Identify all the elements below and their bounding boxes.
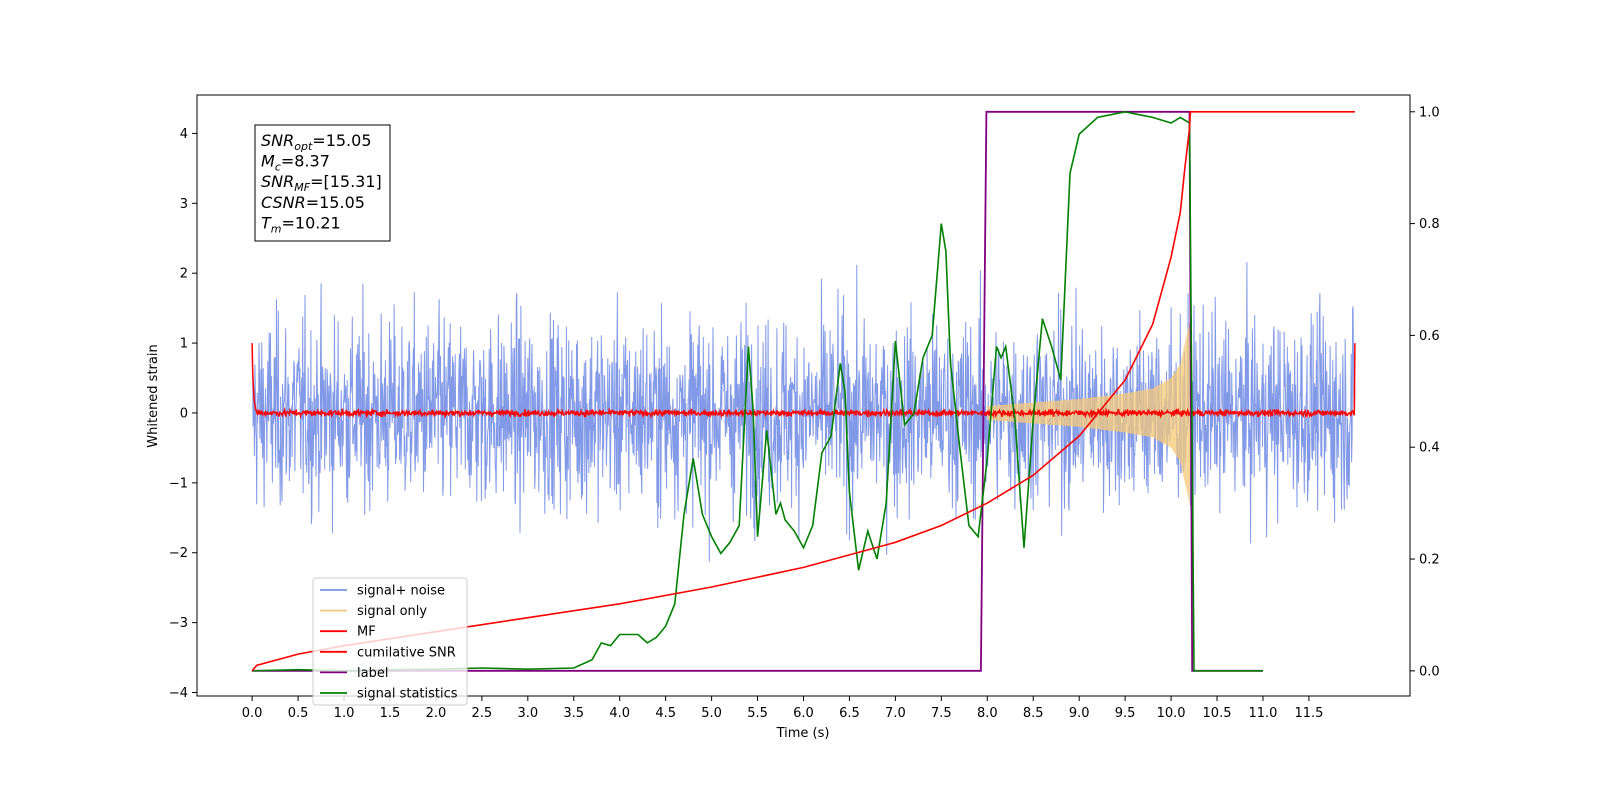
y-right-tick-label: 1.0 [1419, 105, 1440, 120]
stats-annotation-frame [254, 124, 391, 242]
y-tick-label: −2 [169, 546, 188, 561]
y-right-tick-label: 0.2 [1419, 553, 1440, 568]
legend: signal+ noise signal only MF cumilative SNR… [312, 577, 468, 706]
x-tick-label: 1.0 [334, 706, 355, 721]
x-tick-label: 3.0 [517, 706, 538, 721]
stats-annotation-line: Mc=8.37 [261, 152, 330, 174]
y-right-tick-label: 0.8 [1419, 217, 1440, 232]
x-tick-label: 9.5 [1115, 706, 1136, 721]
legend-label: label [357, 666, 388, 681]
series-mf [251, 343, 1356, 419]
x-tick-label: 10.5 [1203, 706, 1232, 721]
legend-label: MF [357, 625, 376, 640]
y-tick-label: 4 [180, 127, 188, 142]
x-tick-label: 6.0 [793, 706, 814, 721]
x-tick-label: 1.5 [380, 706, 401, 721]
legend-label: signal+ noise [357, 584, 445, 599]
x-tick-label: 0.0 [242, 706, 263, 721]
x-tick-label: 0.5 [288, 706, 309, 721]
y-right-tick-label: 0.4 [1419, 441, 1440, 456]
x-tick-label: 10.0 [1157, 706, 1186, 721]
y-tick-label: −1 [169, 476, 188, 491]
x-tick-label: 3.5 [563, 706, 584, 721]
y-tick-label: 3 [180, 197, 188, 212]
x-tick-label: 4.0 [609, 706, 630, 721]
stats-annotation-line: CSNR=15.05 [261, 193, 365, 212]
legend-label: signal statistics [357, 687, 458, 702]
legend-label: signal only [357, 604, 427, 619]
series-signal-only [987, 322, 1192, 504]
axis-layer: 0.0 0.5 1.0 1.5 2.0 2.5 3.0 3.5 4.0 4.5 5.0 5.5 6.0 6… [169, 105, 1440, 721]
legend-frame [312, 577, 468, 706]
y-tick-label: 2 [180, 267, 188, 282]
x-tick-label: 6.5 [839, 706, 860, 721]
y-tick-label: −3 [169, 616, 188, 631]
x-tick-label: 2.5 [472, 706, 493, 721]
x-axis-label: Time (s) [776, 726, 830, 741]
y-tick-label: 1 [180, 337, 188, 352]
x-tick-label: 7.5 [931, 706, 952, 721]
x-tick-label: 11.5 [1294, 706, 1323, 721]
stats-annotation-line: SNRopt=15.05 [261, 131, 372, 153]
x-tick-label: 5.0 [701, 706, 722, 721]
x-tick-label: 8.0 [977, 706, 998, 721]
stats-annotation-line: SNRMF=[15.31] [261, 172, 382, 194]
stats-annotation-line: Tm=10.21 [261, 213, 341, 235]
series-signal-statistics [252, 110, 1263, 672]
y-axis-label: Whitened strain [146, 344, 161, 447]
y-tick-label: −4 [169, 686, 188, 701]
series-signal-noise [251, 261, 1356, 562]
y-right-tick-label: 0.0 [1419, 664, 1440, 679]
x-tick-label: 5.5 [747, 706, 768, 721]
y-tick-label: 0 [180, 406, 188, 421]
legend-label: cumilative SNR [357, 645, 456, 660]
x-tick-label: 2.0 [426, 706, 447, 721]
x-tick-label: 8.5 [1023, 706, 1044, 721]
x-tick-label: 11.0 [1248, 706, 1277, 721]
x-tick-label: 9.0 [1069, 706, 1090, 721]
y-right-tick-label: 0.6 [1419, 329, 1440, 344]
x-tick-label: 7.0 [885, 706, 906, 721]
stats-annotation-box: SNRopt=15.05Mc=8.37SNRMF=[15.31]CSNR=15.… [254, 124, 391, 242]
x-tick-label: 4.5 [655, 706, 676, 721]
